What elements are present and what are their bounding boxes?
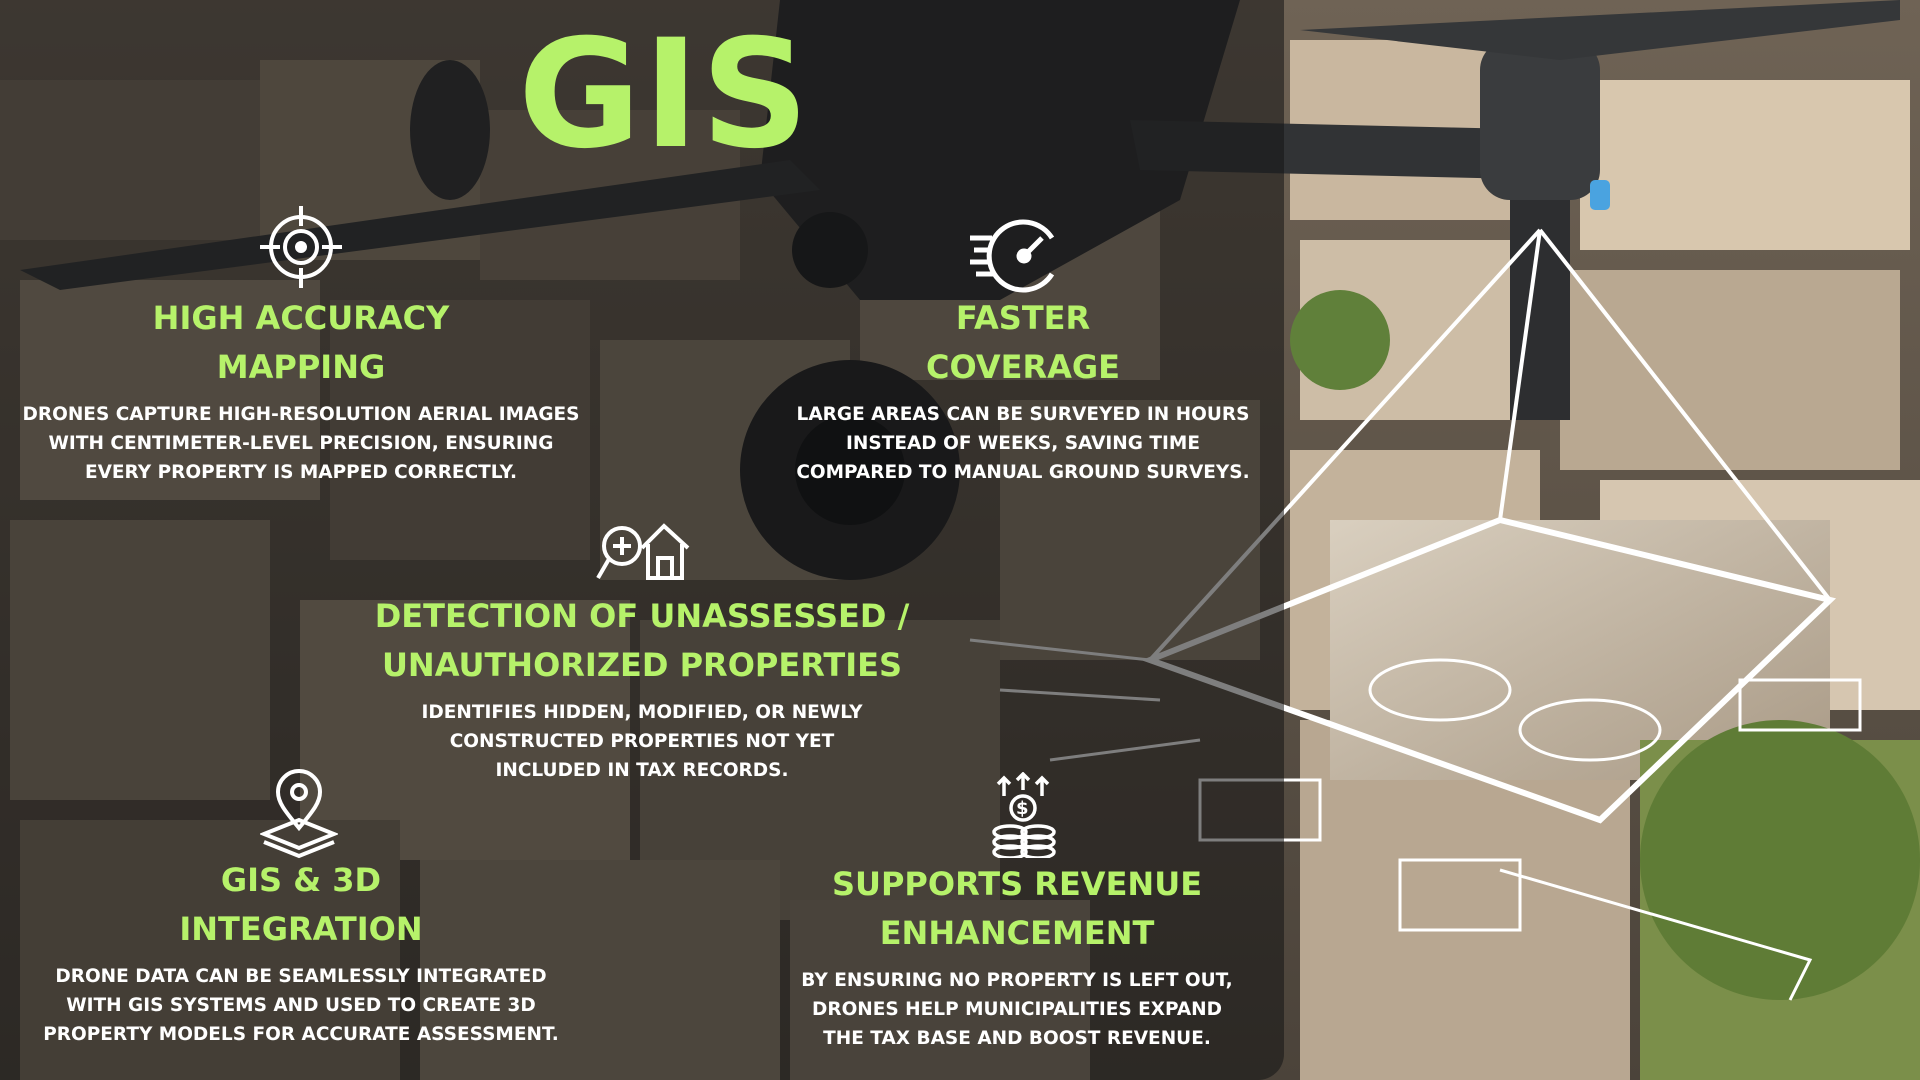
- target-crosshair-icon: [258, 204, 344, 290]
- feature-description: LARGE AREAS CAN BE SURVEYED IN HOURS INS…: [796, 404, 1250, 483]
- scan-frustum: [969, 228, 1862, 1001]
- feature-heading: GIS & 3D INTEGRATION: [179, 861, 423, 948]
- speedometer-icon: [968, 218, 1058, 294]
- feature-description: DRONES CAPTURE HIGH-RESOLUTION AERIAL IM…: [22, 404, 580, 483]
- feature-description: DRONE DATA CAN BE SEAMLESSLY INTEGRATED …: [43, 966, 559, 1045]
- feature-faster-coverage: FASTER COVERAGE LARGE AREAS CAN BE SURVE…: [758, 294, 1288, 487]
- page-title: GIS: [518, 8, 811, 182]
- feature-high-accuracy: HIGH ACCURACY MAPPING DRONES CAPTURE HIG…: [20, 294, 582, 487]
- dollar-sign-icon: $: [1016, 798, 1029, 819]
- coins-growth-icon: $: [988, 772, 1058, 858]
- search-house-icon: [596, 518, 692, 584]
- dark-panel-overlay: [0, 0, 1284, 1080]
- feature-description: BY ENSURING NO PROPERTY IS LEFT OUT, DRO…: [801, 970, 1233, 1049]
- feature-description: IDENTIFIES HIDDEN, MODIFIED, OR NEWLY CO…: [421, 702, 863, 781]
- feature-heading: DETECTION OF UNASSESSED / UNAUTHORIZED P…: [374, 597, 910, 684]
- feature-gis-3d: GIS & 3D INTEGRATION DRONE DATA CAN BE S…: [20, 856, 582, 1049]
- feature-heading: HIGH ACCURACY MAPPING: [152, 299, 450, 386]
- feature-detection: DETECTION OF UNASSESSED / UNAUTHORIZED P…: [352, 592, 932, 785]
- feature-heading: FASTER COVERAGE: [926, 299, 1120, 386]
- map-pin-layers-icon: [260, 768, 338, 860]
- feature-heading: SUPPORTS REVENUE ENHANCEMENT: [831, 865, 1203, 952]
- feature-revenue: SUPPORTS REVENUE ENHANCEMENT BY ENSURING…: [752, 860, 1282, 1053]
